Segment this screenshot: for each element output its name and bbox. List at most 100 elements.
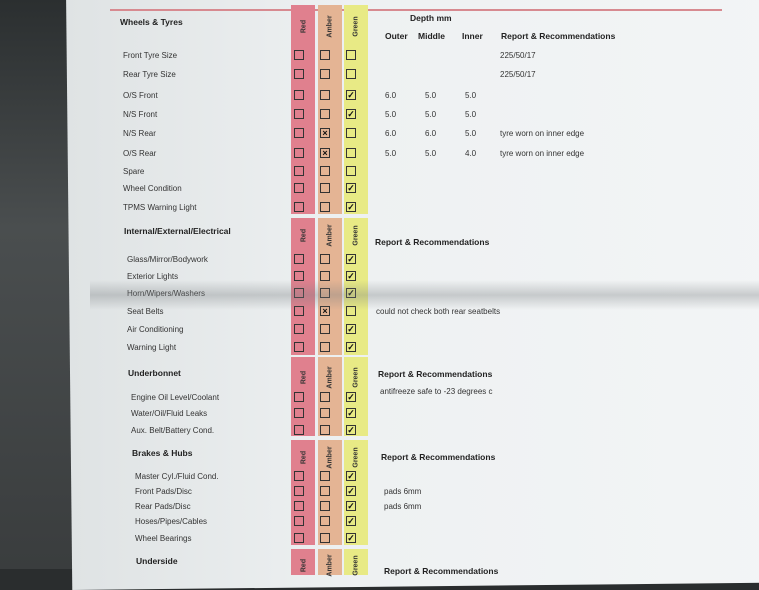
checkbox-green-check-icon[interactable]: ✓ bbox=[346, 408, 356, 418]
column-header-green: Green bbox=[352, 447, 360, 468]
checkbox-green-check-icon[interactable]: ✓ bbox=[346, 501, 356, 511]
checkbox-green-check-icon[interactable]: ✓ bbox=[346, 109, 356, 119]
checkbox-amber[interactable] bbox=[320, 471, 330, 481]
report-header: Report & Recommendations bbox=[378, 369, 493, 379]
checkbox-red[interactable] bbox=[294, 486, 304, 496]
checkbox-red[interactable] bbox=[294, 471, 304, 481]
column-band-green bbox=[344, 440, 368, 545]
checkbox-red[interactable] bbox=[294, 128, 304, 138]
checkbox-red[interactable] bbox=[294, 166, 304, 176]
checkbox-red[interactable] bbox=[294, 288, 304, 298]
checkbox-green-check-icon[interactable]: ✓ bbox=[346, 271, 356, 281]
checklist-item-label: Horn/Wipers/Washers bbox=[127, 289, 205, 298]
checkbox-amber[interactable] bbox=[320, 408, 330, 418]
depth-outer: 6.0 bbox=[385, 129, 397, 138]
checkbox-green-check-icon[interactable]: ✓ bbox=[346, 324, 356, 334]
column-header-red: Red bbox=[300, 558, 308, 573]
checkbox-amber-cross-icon[interactable]: × bbox=[320, 306, 330, 316]
checkbox-amber[interactable] bbox=[320, 516, 330, 526]
checkbox-green-check-icon[interactable]: ✓ bbox=[346, 288, 356, 298]
checkbox-green-check-icon[interactable]: ✓ bbox=[346, 516, 356, 526]
checkbox-amber[interactable] bbox=[320, 109, 330, 119]
checklist-item-label: Spare bbox=[123, 167, 145, 176]
report-header: Report & Recommendations bbox=[501, 31, 616, 41]
checkbox-green-check-icon[interactable]: ✓ bbox=[346, 392, 356, 402]
checkbox-green[interactable] bbox=[346, 148, 356, 158]
checklist-item-label: Air Conditioning bbox=[127, 325, 184, 334]
column-band-amber bbox=[318, 440, 342, 545]
header-rule bbox=[110, 9, 722, 11]
checkbox-green-check-icon[interactable]: ✓ bbox=[346, 202, 356, 212]
column-header-green: Green bbox=[352, 225, 360, 246]
checkbox-red[interactable] bbox=[294, 501, 304, 511]
checkbox-amber[interactable] bbox=[320, 202, 330, 212]
checkbox-amber[interactable] bbox=[320, 324, 330, 334]
column-band-amber bbox=[318, 357, 342, 436]
column-header-red: Red bbox=[300, 19, 308, 34]
column-header-red: Red bbox=[300, 450, 308, 465]
checkbox-red[interactable] bbox=[294, 202, 304, 212]
report-note: could not check both rear seatbelts bbox=[376, 307, 501, 316]
checkbox-red[interactable] bbox=[294, 306, 304, 316]
column-band-green bbox=[344, 357, 368, 436]
checkbox-green[interactable] bbox=[346, 50, 356, 60]
checkbox-amber-cross-icon[interactable]: × bbox=[320, 128, 330, 138]
checkbox-green-check-icon[interactable]: ✓ bbox=[346, 183, 356, 193]
checkbox-green[interactable] bbox=[346, 166, 356, 176]
checklist-item-label: TPMS Warning Light bbox=[123, 203, 197, 212]
checkbox-amber-cross-icon[interactable]: × bbox=[320, 148, 330, 158]
checkbox-red[interactable] bbox=[294, 408, 304, 418]
checkbox-amber[interactable] bbox=[320, 533, 330, 543]
checkbox-green-check-icon[interactable]: ✓ bbox=[346, 533, 356, 543]
checkbox-green-check-icon[interactable]: ✓ bbox=[346, 254, 356, 264]
checkbox-red[interactable] bbox=[294, 50, 304, 60]
checkbox-green-check-icon[interactable]: ✓ bbox=[346, 471, 356, 481]
checkbox-red[interactable] bbox=[294, 533, 304, 543]
checkbox-green-check-icon[interactable]: ✓ bbox=[346, 486, 356, 496]
checkbox-amber[interactable] bbox=[320, 50, 330, 60]
checkbox-red[interactable] bbox=[294, 254, 304, 264]
checkbox-amber[interactable] bbox=[320, 501, 330, 511]
checkbox-red[interactable] bbox=[294, 90, 304, 100]
checkbox-amber[interactable] bbox=[320, 425, 330, 435]
checkbox-green[interactable] bbox=[346, 128, 356, 138]
checkbox-red[interactable] bbox=[294, 148, 304, 158]
checkbox-amber[interactable] bbox=[320, 288, 330, 298]
checkbox-amber[interactable] bbox=[320, 486, 330, 496]
checkbox-amber[interactable] bbox=[320, 90, 330, 100]
checklist-item-label: Wheel Bearings bbox=[135, 534, 192, 543]
depth-outer: 5.0 bbox=[385, 149, 397, 158]
checkbox-amber[interactable] bbox=[320, 392, 330, 402]
checkbox-red[interactable] bbox=[294, 271, 304, 281]
checkbox-red[interactable] bbox=[294, 69, 304, 79]
checkbox-green[interactable] bbox=[346, 306, 356, 316]
checkbox-red[interactable] bbox=[294, 324, 304, 334]
checkbox-red[interactable] bbox=[294, 425, 304, 435]
checkbox-amber[interactable] bbox=[320, 166, 330, 176]
checklist-item-label: Hoses/Pipes/Cables bbox=[135, 517, 208, 526]
checkbox-amber[interactable] bbox=[320, 271, 330, 281]
checkbox-red[interactable] bbox=[294, 516, 304, 526]
checkbox-red[interactable] bbox=[294, 109, 304, 119]
checklist-item-label: Rear Tyre Size bbox=[123, 70, 176, 79]
checkbox-green-check-icon[interactable]: ✓ bbox=[346, 90, 356, 100]
checkbox-amber[interactable] bbox=[320, 342, 330, 352]
checkbox-red[interactable] bbox=[294, 392, 304, 402]
checkbox-green-check-icon[interactable]: ✓ bbox=[346, 425, 356, 435]
checkbox-amber[interactable] bbox=[320, 69, 330, 79]
checkbox-red[interactable] bbox=[294, 183, 304, 193]
checkbox-red[interactable] bbox=[294, 342, 304, 352]
section-title: Wheels & Tyres bbox=[120, 17, 183, 27]
checkbox-amber[interactable] bbox=[320, 254, 330, 264]
depth-inner: 4.0 bbox=[465, 149, 477, 158]
checkbox-green[interactable] bbox=[346, 69, 356, 79]
checkbox-green-check-icon[interactable]: ✓ bbox=[346, 342, 356, 352]
checklist-item-label: N/S Front bbox=[123, 110, 158, 119]
checklist-item-label: Water/Oil/Fluid Leaks bbox=[131, 409, 208, 418]
column-header-amber: Amber bbox=[326, 446, 334, 469]
checklist-item-label: Seat Belts bbox=[127, 307, 164, 316]
checkbox-amber[interactable] bbox=[320, 183, 330, 193]
report-header: Report & Recommendations bbox=[381, 452, 496, 462]
column-header-green: Green bbox=[352, 16, 360, 37]
checklist-item-label: Front Pads/Disc bbox=[135, 487, 192, 496]
